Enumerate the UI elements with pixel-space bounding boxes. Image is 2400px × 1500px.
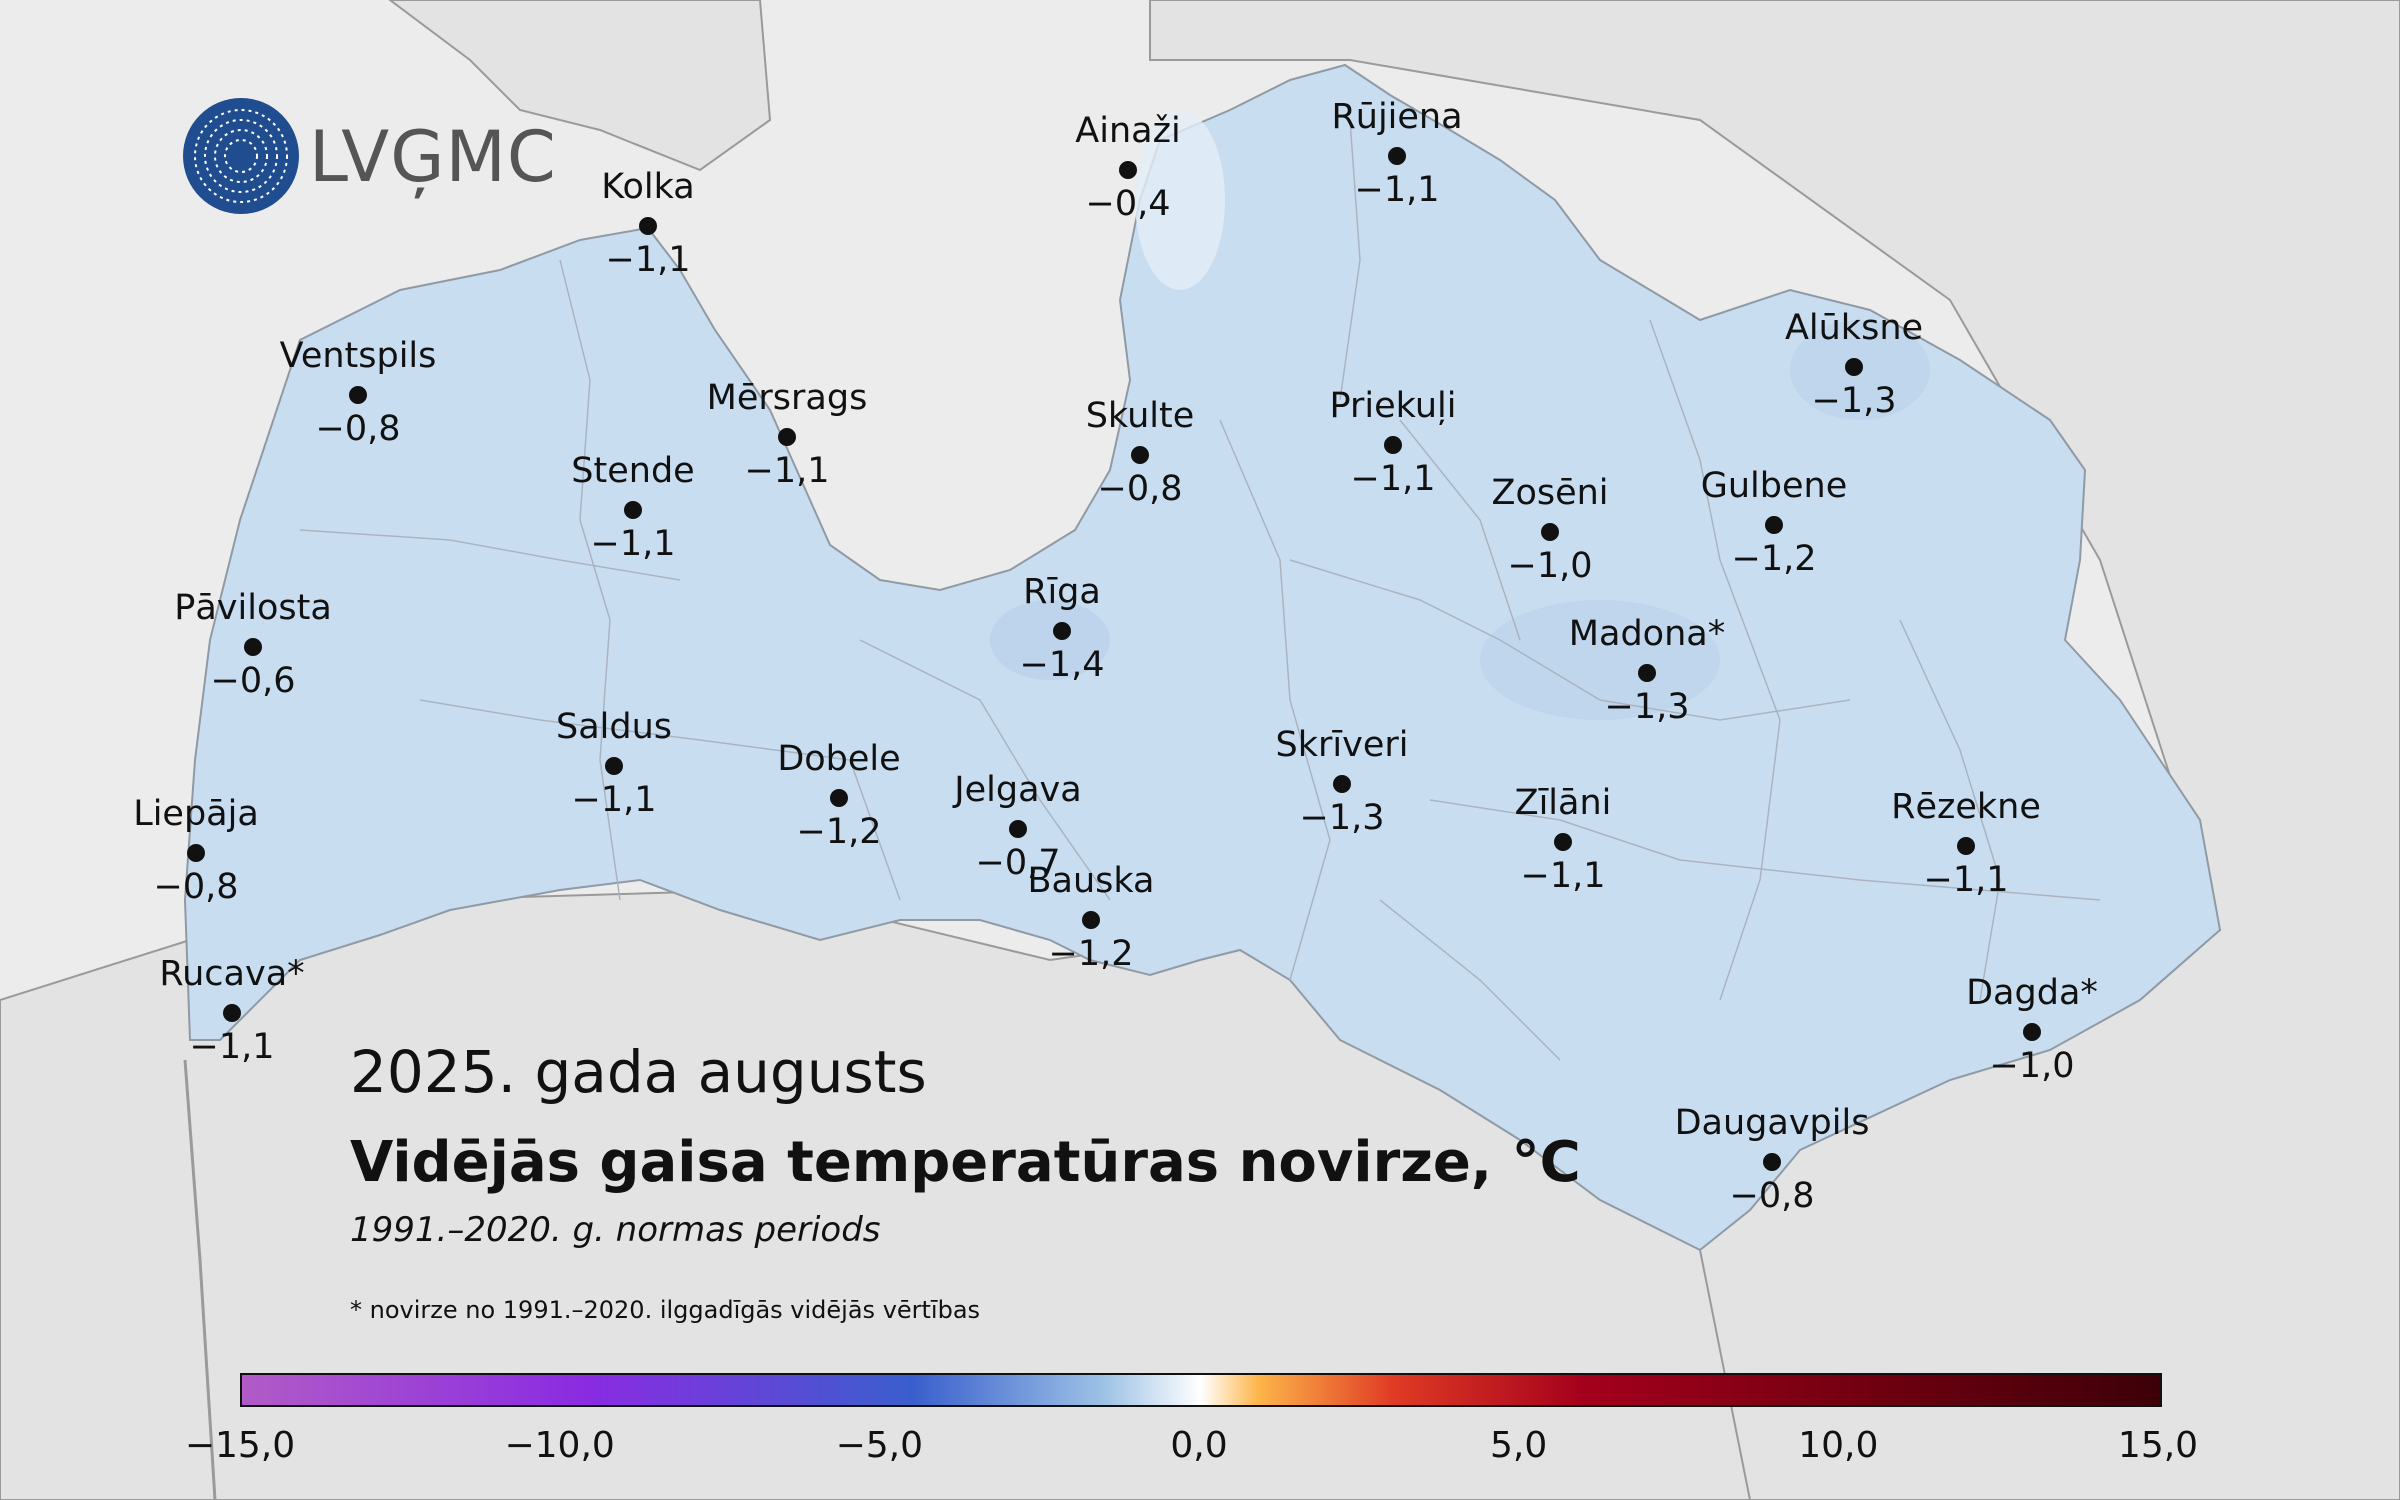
station-value: −1,1	[571, 780, 657, 820]
colorbar-tick-label: −15,0	[184, 1425, 296, 1466]
station-name: Mērsrags	[706, 378, 868, 418]
station-marker-icon	[349, 386, 367, 404]
station-value: −1,2	[1048, 934, 1134, 974]
station-name: Pāvilosta	[174, 588, 332, 628]
anomaly-patch-madona	[1480, 600, 1720, 720]
map-date-title: 2025. gada augusts	[350, 1038, 927, 1106]
station-value: −0,8	[1729, 1176, 1815, 1216]
station-name: Alūksne	[1784, 308, 1924, 348]
map-main-title: Vidējās gaisa temperatūras novirze, °C	[350, 1130, 1581, 1195]
station-value: −0,8	[1097, 469, 1183, 509]
station-marker-icon	[1845, 358, 1863, 376]
colorbar-tick-label: 0,0	[1170, 1425, 1228, 1466]
station-marker-icon	[1541, 523, 1559, 541]
station-name: Skulte	[1085, 396, 1195, 436]
station-marker-icon	[1957, 837, 1975, 855]
station-value: −0,7	[975, 843, 1061, 883]
station-name: Jelgava	[954, 770, 1082, 810]
station-marker-icon	[1384, 436, 1402, 454]
station-name: Ainaži	[1075, 111, 1181, 151]
station-value: −0,8	[315, 409, 401, 449]
station-name: Kolka	[601, 167, 695, 207]
logo-text: LVĢMC	[309, 116, 557, 198]
station-marker-icon	[1119, 161, 1137, 179]
station-name: Madona*	[1568, 614, 1726, 654]
station-marker-icon	[244, 638, 262, 656]
station-marker-icon	[1388, 147, 1406, 165]
station-name: Ventspils	[279, 336, 437, 376]
station-value: −1,1	[605, 240, 691, 280]
colorbar-tick-label: −5,0	[835, 1425, 924, 1466]
station-name: Dagda*	[1966, 973, 2098, 1013]
station-marker-icon	[778, 428, 796, 446]
station-value: −1,1	[1350, 459, 1436, 499]
station-marker-icon	[223, 1004, 241, 1022]
station-name: Gulbene	[1700, 466, 1848, 506]
station-value: −0,4	[1085, 184, 1171, 224]
station-value: −1,1	[1520, 856, 1606, 896]
station-name: Bauska	[1027, 861, 1155, 901]
station-value: −1,3	[1299, 798, 1385, 838]
colorbar-tick-label: 5,0	[1490, 1425, 1548, 1466]
station-value: −1,4	[1019, 645, 1105, 685]
station-marker-icon	[830, 789, 848, 807]
station-value: −1,1	[590, 524, 676, 564]
latvia-territory	[183, 63, 2222, 1252]
station-marker-icon	[1765, 516, 1783, 534]
station-name: Daugavpils	[1674, 1103, 1870, 1143]
station-name: Saldus	[555, 707, 673, 747]
station-name: Rucava*	[159, 954, 305, 994]
map-subtitle: 1991.–2020. g. normas periods	[350, 1210, 881, 1250]
station-value: −1,2	[1731, 539, 1817, 579]
station-name: Dobele	[777, 739, 901, 779]
station-marker-icon	[1082, 911, 1100, 929]
station-value: −1,3	[1811, 381, 1897, 421]
anomaly-patch-riga	[990, 600, 1110, 680]
station-value: −1,0	[1989, 1046, 2075, 1086]
map-footnote: * novirze no 1991.–2020. ilggadīgās vidē…	[350, 1296, 981, 1324]
station-name: Stende	[571, 451, 695, 491]
station-marker-icon	[1554, 833, 1572, 851]
station-marker-icon	[2023, 1023, 2041, 1041]
island-saaremaa	[388, 0, 772, 172]
colorbar-tick-label: −10,0	[504, 1425, 615, 1466]
station-marker-icon	[605, 757, 623, 775]
station-value: −1,1	[744, 451, 830, 491]
land-south	[0, 888, 1752, 1500]
colorbar	[240, 1373, 2162, 1407]
station-name: Liepāja	[133, 794, 259, 834]
station-name: Rūjiena	[1331, 97, 1463, 137]
station-marker-icon	[639, 217, 657, 235]
station-name: Zīlāni	[1514, 783, 1612, 823]
station-marker-icon	[1131, 446, 1149, 464]
station-marker-icon	[1333, 775, 1351, 793]
station-value: −1,1	[189, 1027, 275, 1067]
anomaly-patch-ainazi	[1135, 110, 1225, 290]
logo-emblem-icon	[183, 98, 299, 214]
colorbar-tick-label: 10,0	[1798, 1425, 1879, 1466]
station-marker-icon	[1009, 820, 1027, 838]
station-marker-icon	[624, 501, 642, 519]
curonian-spit	[183, 1059, 217, 1500]
station-marker-icon	[1763, 1153, 1781, 1171]
municipal-borders	[299, 119, 2101, 1061]
station-value: −1,1	[1923, 860, 2009, 900]
station-value: −1,2	[796, 812, 882, 852]
station-name: Skrīveri	[1275, 725, 1409, 765]
station-name: Rīga	[1023, 572, 1101, 612]
station-name: Zosēni	[1491, 473, 1609, 513]
station-marker-icon	[1053, 622, 1071, 640]
station-marker-icon	[187, 844, 205, 862]
station-marker-icon	[1638, 664, 1656, 682]
station-name: Priekuļi	[1329, 386, 1457, 426]
station-value: −0,8	[153, 867, 239, 907]
station-value: −1,0	[1507, 546, 1593, 586]
colorbar-tick-label: 15,0	[2117, 1425, 2199, 1466]
station-value: −1,3	[1604, 687, 1690, 727]
station-value: −1,1	[1354, 170, 1440, 210]
station-name: Rēzekne	[1891, 787, 2041, 827]
station-value: −0,6	[210, 661, 296, 701]
